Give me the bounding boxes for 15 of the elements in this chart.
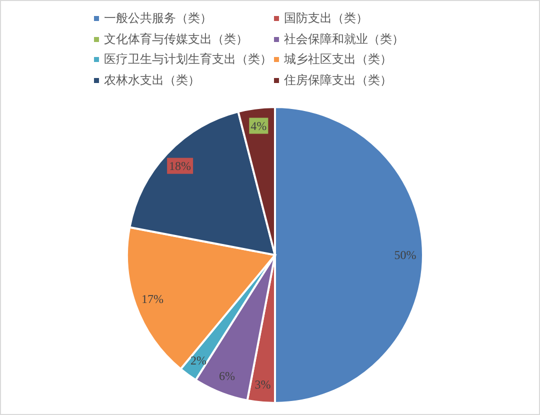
data-label: 50% [394,248,416,262]
legend-label: 文化体育与传媒支出（类） [104,30,248,48]
legend-label: 住房保障支出（类） [284,72,392,89]
data-label: 4% [250,118,267,133]
data-label: 17% [141,292,164,306]
data-label: 2% [190,353,206,368]
data-label: 6% [219,369,236,384]
legend-label: 一般公共服务（类） [104,10,212,27]
data-label: 18% [169,158,192,173]
legend-label: 城乡社区支出（类） [284,51,392,68]
data-label: 3% [254,378,271,392]
legend-label: 农林水支出（类） [104,72,200,89]
legend-label: 国防支出（类） [284,10,368,27]
legend-label: 医疗卫生与计划生育支出（类） [104,51,272,68]
legend-label: 社会保障和就业（类） [284,30,404,48]
